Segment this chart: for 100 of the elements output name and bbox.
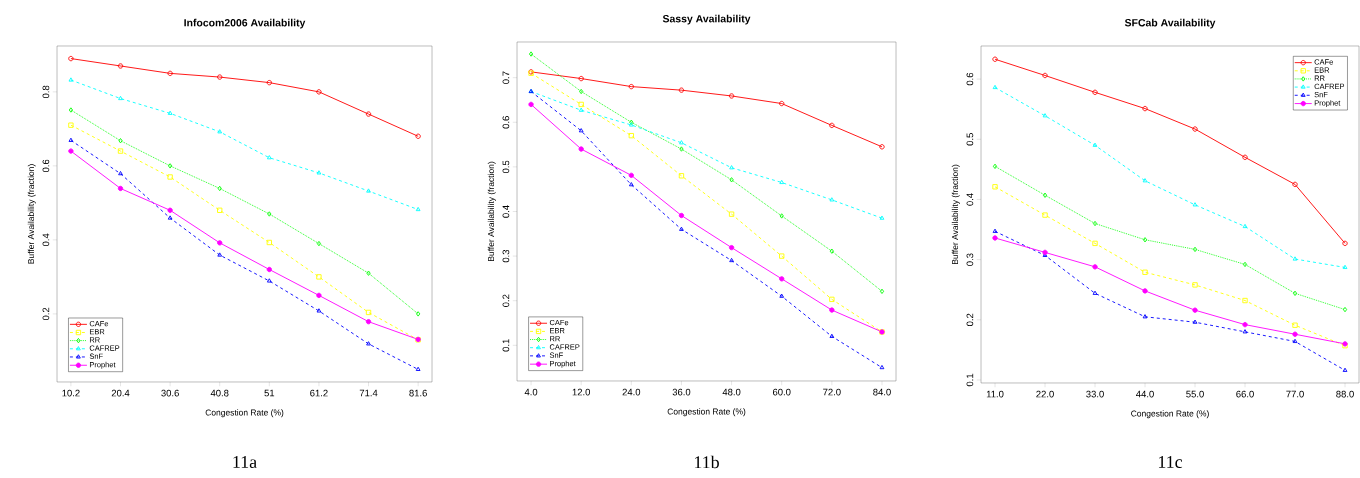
point	[679, 226, 684, 231]
x-tick-label: 88.0	[1336, 390, 1354, 398]
point	[1342, 264, 1348, 269]
point	[1092, 290, 1098, 295]
point	[1242, 261, 1248, 268]
point	[68, 137, 74, 142]
point	[779, 253, 785, 259]
point	[1292, 290, 1298, 296]
point	[829, 333, 835, 338]
y-tick-label: 0.4	[42, 233, 50, 247]
text: 11a	[233, 455, 257, 468]
point	[366, 270, 371, 276]
point	[829, 296, 835, 303]
point	[992, 84, 998, 90]
point	[217, 252, 223, 257]
point	[217, 129, 223, 134]
point	[68, 107, 74, 113]
point	[678, 212, 685, 219]
x-tick-label: 77.0	[1286, 390, 1304, 398]
chart-title: Infocom2006 Availability	[184, 18, 306, 29]
point	[267, 211, 272, 217]
point	[266, 278, 272, 283]
x-tick-label: 55.0	[1186, 390, 1204, 398]
point	[1192, 307, 1198, 313]
point	[1042, 72, 1048, 79]
point	[992, 163, 998, 169]
point	[879, 215, 885, 220]
x-tick-label: 11.0	[986, 390, 1004, 398]
point	[1242, 329, 1248, 334]
point	[728, 211, 735, 217]
point	[167, 70, 173, 77]
point	[1142, 269, 1148, 275]
point	[992, 184, 998, 190]
point	[217, 207, 223, 213]
point	[1292, 256, 1298, 261]
point	[1292, 181, 1298, 188]
point	[992, 235, 998, 241]
point	[118, 171, 123, 176]
point	[528, 51, 534, 57]
point	[578, 128, 584, 133]
y-tick-label: 0.1	[966, 373, 974, 387]
point	[779, 100, 785, 107]
point	[68, 148, 74, 154]
point	[679, 146, 684, 152]
point	[678, 87, 685, 93]
y-tick-label: 0.2	[966, 313, 974, 326]
y-tick-label: 0.6	[966, 72, 974, 86]
y-tick-label: 0.1	[502, 339, 510, 352]
x-tick-label: 44.0	[1136, 390, 1154, 398]
point	[1192, 246, 1198, 253]
point	[366, 188, 371, 193]
x-tick-label: 51	[264, 389, 275, 397]
point	[1242, 154, 1248, 160]
point	[365, 111, 372, 117]
point	[1192, 319, 1198, 324]
y-axis-title: Buffer Availability (fraction)	[27, 164, 36, 264]
x-axis-title: Congestion Rate (%)	[1131, 410, 1209, 419]
point	[779, 276, 785, 282]
point	[415, 206, 421, 212]
point	[829, 122, 835, 129]
y-axis-title: Buffer Availability (fraction)	[487, 161, 496, 261]
point	[879, 364, 885, 370]
point	[217, 185, 222, 192]
x-tick-label: 24.0	[622, 388, 641, 396]
point	[167, 207, 173, 213]
point	[217, 240, 223, 246]
point	[779, 179, 785, 185]
point	[992, 228, 998, 233]
point	[1042, 113, 1048, 118]
point	[728, 93, 735, 99]
point	[1292, 322, 1298, 328]
point	[579, 88, 584, 95]
point	[1092, 220, 1098, 227]
point	[1142, 237, 1148, 243]
x-tick-label: 10.2	[62, 389, 80, 397]
x-tick-label: 33.0	[1086, 390, 1104, 398]
point	[266, 79, 272, 86]
y-axis-title: Buffer Availability (fraction)	[951, 164, 960, 264]
point	[1092, 89, 1098, 95]
point	[316, 292, 322, 299]
point	[1192, 126, 1198, 132]
x-tick-label: 20.4	[111, 389, 130, 397]
point	[729, 177, 734, 183]
chart-title: SFCab Availability	[1124, 18, 1216, 29]
point	[316, 89, 322, 95]
text: 11c	[1158, 455, 1183, 468]
y-tick-label: 0.4	[966, 193, 974, 206]
point	[1142, 314, 1148, 319]
point	[415, 366, 421, 371]
point	[729, 165, 734, 170]
point	[1142, 178, 1148, 183]
point	[1242, 321, 1248, 328]
point	[628, 172, 634, 179]
point	[117, 185, 124, 192]
point	[1142, 105, 1148, 112]
point	[1242, 297, 1248, 304]
point	[1242, 223, 1248, 229]
y-tick-label: 0.3	[502, 249, 510, 263]
point	[316, 240, 322, 247]
x-tick-label: 72.0	[823, 388, 841, 396]
